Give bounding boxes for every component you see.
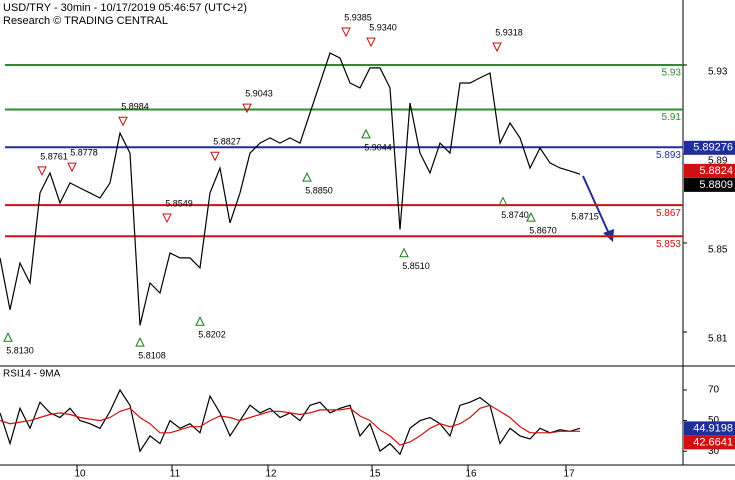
level-label: 5.867 [656,208,681,219]
level-label: 5.893 [656,150,681,161]
annotation-label: 5.9043 [245,89,273,99]
annotation-label: 5.8827 [213,137,241,147]
price-tag-label: 5.8809 [699,179,733,191]
annotation-label: 5.9385 [344,12,372,22]
annotation-label: 5.8130 [6,346,34,356]
price-tag-label: 5.8824 [699,165,733,177]
marker-triangle [118,116,128,127]
level-label: 5.93 [662,68,682,79]
annotation-label: 5.8984 [121,102,149,112]
x-tick-label: 16 [465,469,477,480]
y-tick-label: 70 [708,385,720,396]
chart-title: USD/TRY - 30min - 10/17/2019 05:46:57 (U… [3,2,247,14]
level-label: 5.91 [662,112,682,123]
y-tick-label: 5.81 [708,334,728,345]
marker-triangle [366,37,376,48]
marker-triangle [67,162,77,173]
marker-triangle [341,27,351,38]
x-tick-label: 10 [74,469,86,480]
annotation-label: 5.8549 [165,198,193,208]
y-tick-label: 50 [708,415,720,426]
annotation-label: 5.8761 [40,151,68,161]
annotation-label: 5.8202 [198,330,226,340]
annotation-label: 5.9318 [495,27,523,37]
price-tag-label: 42.6641 [693,436,733,448]
annotation-label: 5.8670 [529,226,557,236]
y-tick-label: 5.85 [708,245,728,256]
price-line [0,52,581,326]
marker-triangle [498,196,508,207]
marker-triangle [162,213,172,224]
annotation-label: 5.8850 [305,185,333,195]
marker-triangle [399,247,409,258]
price-line [0,404,580,446]
marker-triangle [3,332,13,342]
price-tag [684,177,735,192]
marker-triangle [210,151,220,162]
x-tick-label: 15 [369,469,381,480]
price-tag [684,421,735,436]
marker-triangle [526,212,536,222]
annotation-label: 5.9044 [364,142,392,152]
x-tick-label: 12 [265,469,277,480]
marker-triangle [492,42,502,53]
rsi-title: RSI14 - 9MA [3,369,61,380]
marker-triangle [135,337,145,347]
annotation-label: 5.8778 [70,147,98,157]
y-tick-label: 30 [708,446,720,457]
annotation-label: 5.9340 [369,22,397,32]
annotation-label: 5.8740 [501,210,529,220]
marker-triangle [242,103,252,114]
price-tag-label: 5.89276 [693,142,733,154]
chart-subtitle: Research © TRADING CENTRAL [3,15,168,27]
forecast-label: 5.8715 [571,212,599,222]
marker-triangle [302,171,312,182]
price-tag-label: 44.9198 [693,422,733,434]
level-label: 5.853 [656,239,681,250]
marker-triangle [195,316,205,326]
marker-triangle [37,166,47,177]
x-tick-label: 11 [170,469,181,480]
price-tag [684,140,735,155]
annotation-label: 5.8510 [402,261,430,271]
price-tag [684,163,735,178]
marker-triangle [361,128,371,139]
x-tick-label: 17 [563,469,575,480]
y-tick-label: 5.89 [708,156,728,167]
y-tick-label: 5.93 [708,67,728,78]
price-tag [684,435,735,450]
annotation-label: 5.8108 [138,351,166,361]
